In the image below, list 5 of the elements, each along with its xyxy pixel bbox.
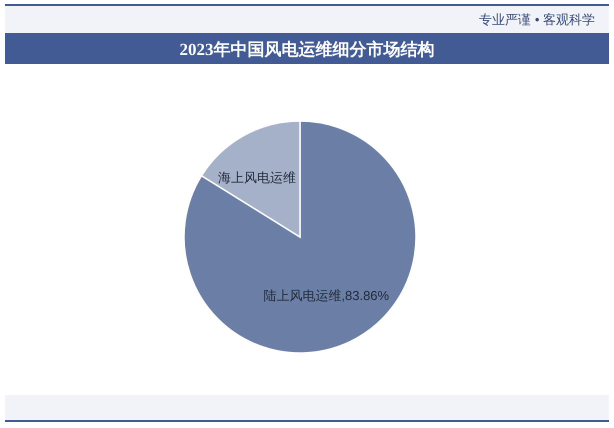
- text: 专业严谨 • 客观科学: [479, 12, 595, 27]
- slice-label: 陆上风电运维,83.86%: [263, 288, 390, 303]
- slice-label: 海上风电运维: [218, 170, 296, 186]
- pie-slice: [183, 120, 417, 354]
- chart-title: 2023年中国风电运维细分市场结构: [180, 40, 434, 59]
